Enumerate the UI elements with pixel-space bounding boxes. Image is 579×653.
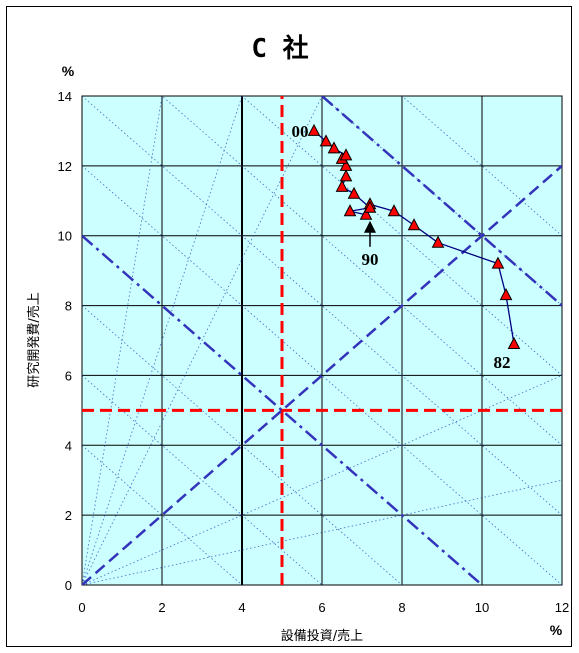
series-layer (307, 123, 521, 349)
y-tick-label: 4 (65, 438, 72, 453)
data-point (307, 123, 321, 136)
y-axis-label: 研究開発費/売上 (26, 292, 42, 387)
guide-ray (82, 96, 163, 585)
data-point (327, 141, 341, 154)
x-tick-label: 0 (78, 600, 85, 615)
x-axis-label: 設備投資/売上 (281, 628, 363, 644)
data-point (347, 186, 361, 199)
data-point (339, 158, 353, 171)
data-point (343, 204, 357, 217)
y-tick-label: 6 (65, 368, 72, 383)
data-point (507, 336, 521, 349)
y-tick-label: 10 (58, 229, 72, 244)
reference-lines (82, 96, 562, 585)
x-tick-label: 8 (398, 600, 405, 615)
x-tick-label: 4 (238, 600, 245, 615)
reference-line-2 (82, 164, 562, 585)
guide-diagonal (82, 305, 403, 585)
data-point (319, 134, 333, 147)
data-point (339, 148, 353, 161)
y-tick-label: 0 (65, 578, 72, 593)
data-label-00: 00 (292, 122, 309, 141)
data-point (335, 179, 349, 192)
data-point (363, 200, 377, 213)
guide-ray (82, 479, 562, 585)
data-point (431, 235, 445, 248)
x-tick-label: 10 (475, 600, 489, 615)
tick-labels: 0 2 4 6 8 10 12 0 2 4 6 8 10 12 14 (58, 89, 570, 615)
x-tick-label: 2 (158, 600, 165, 615)
y-tick-label: 12 (58, 159, 72, 174)
data-point (359, 207, 373, 220)
annotations: 82 90 00 (292, 122, 511, 372)
reference-line-3 (82, 234, 483, 585)
y-tick-label: 14 (58, 89, 72, 104)
data-point (407, 218, 421, 231)
y-tick-label: 8 (65, 299, 72, 314)
y-tick-label: 2 (65, 508, 72, 523)
y-unit: % (62, 63, 75, 79)
x-unit: % (550, 622, 563, 638)
data-point (387, 204, 401, 217)
data-label-82: 82 (494, 353, 511, 372)
chart-title: C 社 (251, 34, 309, 64)
data-point (499, 288, 513, 301)
x-tick-label: 6 (318, 600, 325, 615)
data-point (491, 256, 505, 269)
data-label-90: 90 (362, 250, 379, 269)
x-tick-label: 12 (555, 600, 569, 615)
guide-diagonal (82, 444, 243, 585)
guide-ray (82, 96, 243, 585)
guide-ray (82, 96, 323, 585)
data-point (339, 169, 353, 182)
